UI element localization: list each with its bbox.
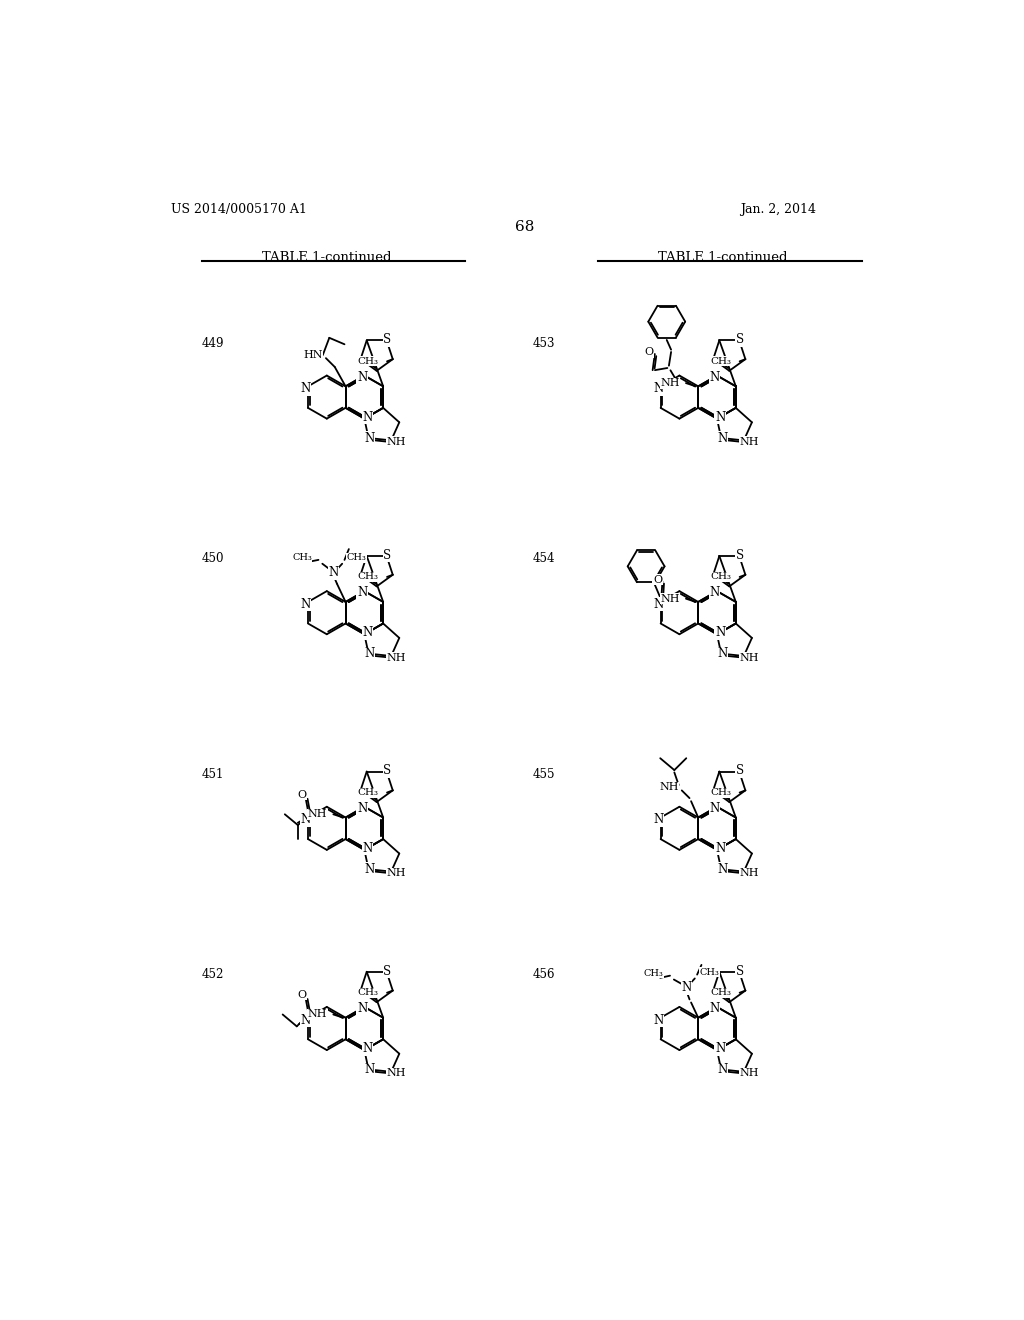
Text: CH₃: CH₃: [347, 553, 367, 562]
Text: N: N: [362, 626, 373, 639]
Text: CH₃: CH₃: [357, 573, 379, 581]
Text: CH₃: CH₃: [710, 989, 731, 997]
Text: N: N: [362, 842, 373, 855]
Text: N: N: [301, 813, 311, 826]
Text: 455: 455: [532, 768, 555, 781]
Text: Jan. 2, 2014: Jan. 2, 2014: [740, 203, 816, 216]
Text: N: N: [710, 371, 720, 384]
Text: N: N: [365, 432, 375, 445]
Text: N: N: [653, 1014, 664, 1027]
Text: NH: NH: [739, 869, 759, 878]
Text: NH: NH: [739, 1068, 759, 1078]
Text: 68: 68: [515, 220, 535, 234]
Text: CH₃: CH₃: [710, 788, 731, 797]
Text: S: S: [383, 549, 391, 562]
Text: 451: 451: [202, 768, 224, 781]
Text: NH: NH: [387, 437, 407, 447]
Text: NH: NH: [660, 378, 680, 388]
Text: NH: NH: [739, 437, 759, 447]
Text: NH: NH: [739, 652, 759, 663]
Text: N: N: [301, 381, 311, 395]
Text: N: N: [710, 1002, 720, 1015]
Text: O: O: [653, 576, 662, 585]
Text: N: N: [365, 863, 375, 876]
Text: O: O: [298, 789, 307, 800]
Text: N: N: [715, 626, 725, 639]
Text: N: N: [717, 647, 727, 660]
Text: N: N: [717, 432, 727, 445]
Text: CH₃: CH₃: [699, 968, 719, 977]
Text: S: S: [736, 333, 744, 346]
Text: CH₃: CH₃: [357, 356, 379, 366]
Text: N: N: [329, 566, 339, 579]
Text: 453: 453: [532, 337, 555, 350]
Text: N: N: [357, 371, 368, 384]
Text: N: N: [681, 981, 691, 994]
Text: S: S: [383, 764, 391, 777]
Text: N: N: [715, 842, 725, 855]
Text: CH₃: CH₃: [644, 969, 664, 978]
Text: CH₃: CH₃: [710, 573, 731, 581]
Text: N: N: [653, 381, 664, 395]
Text: NH: NH: [307, 809, 327, 820]
Text: N: N: [357, 1002, 368, 1015]
Text: N: N: [301, 1014, 311, 1027]
Text: N: N: [357, 801, 368, 814]
Text: S: S: [383, 333, 391, 346]
Text: US 2014/0005170 A1: US 2014/0005170 A1: [171, 203, 306, 216]
Text: N: N: [362, 411, 373, 424]
Text: S: S: [736, 965, 744, 978]
Text: N: N: [715, 411, 725, 424]
Text: S: S: [736, 549, 744, 562]
Text: TABLE 1-continued: TABLE 1-continued: [658, 251, 787, 264]
Text: N: N: [653, 598, 664, 611]
Text: 456: 456: [532, 968, 555, 981]
Text: N: N: [365, 647, 375, 660]
Text: N: N: [653, 813, 664, 826]
Text: N: N: [717, 1063, 727, 1076]
Text: NH: NH: [387, 652, 407, 663]
Text: S: S: [736, 764, 744, 777]
Text: N: N: [362, 1041, 373, 1055]
Text: N: N: [717, 863, 727, 876]
Text: N: N: [715, 1041, 725, 1055]
Text: N: N: [710, 586, 720, 599]
Text: CH₃: CH₃: [710, 356, 731, 366]
Text: N: N: [710, 801, 720, 814]
Text: NH: NH: [387, 1068, 407, 1078]
Text: 454: 454: [532, 552, 555, 565]
Text: N: N: [365, 1063, 375, 1076]
Text: CH₃: CH₃: [357, 989, 379, 997]
Text: N: N: [357, 586, 368, 599]
Text: HN: HN: [303, 350, 323, 360]
Text: NH: NH: [387, 869, 407, 878]
Text: 449: 449: [202, 337, 224, 350]
Text: 450: 450: [202, 552, 224, 565]
Text: CH₃: CH₃: [292, 553, 312, 562]
Text: CH₃: CH₃: [357, 788, 379, 797]
Text: N: N: [301, 598, 311, 611]
Text: NH: NH: [307, 1010, 327, 1019]
Text: NH: NH: [659, 783, 679, 792]
Text: S: S: [383, 965, 391, 978]
Text: NH: NH: [660, 594, 680, 603]
Text: O: O: [298, 990, 307, 1001]
Text: 452: 452: [202, 968, 224, 981]
Text: TABLE 1-continued: TABLE 1-continued: [262, 251, 391, 264]
Text: O: O: [644, 347, 653, 358]
